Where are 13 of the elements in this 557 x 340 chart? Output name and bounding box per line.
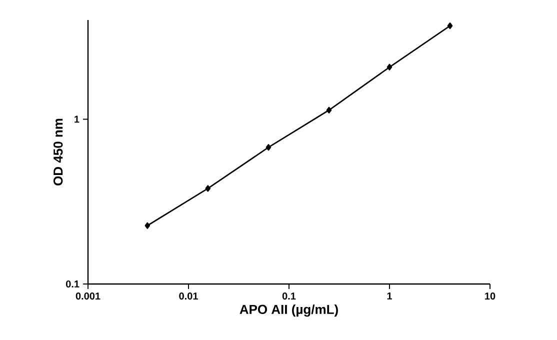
point [205, 185, 211, 192]
x-tick-label: 10 [485, 292, 496, 300]
point [326, 106, 332, 114]
x-tick-label: 0.1 [282, 292, 296, 300]
x-tick-label: 1 [387, 292, 392, 300]
point [447, 22, 453, 30]
x-tick-label: 0.01 [179, 292, 198, 300]
point [266, 144, 272, 151]
x-axis-title: APO AII (µg/mL) [240, 304, 338, 317]
point [386, 64, 392, 70]
x-tick-label: 0.001 [76, 292, 100, 300]
y-axis-title: OD 450 nm [54, 118, 63, 186]
point [144, 222, 150, 229]
